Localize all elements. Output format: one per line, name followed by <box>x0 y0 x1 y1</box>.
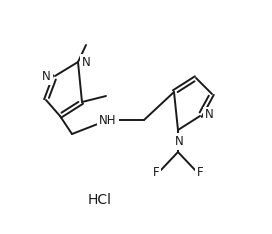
Text: F: F <box>197 165 204 179</box>
Text: N: N <box>205 109 214 121</box>
Text: N: N <box>42 70 51 84</box>
Text: F: F <box>152 165 159 179</box>
Text: NH: NH <box>99 113 117 127</box>
Text: N: N <box>175 135 183 148</box>
Text: HCl: HCl <box>88 193 112 207</box>
Text: N: N <box>82 55 91 69</box>
